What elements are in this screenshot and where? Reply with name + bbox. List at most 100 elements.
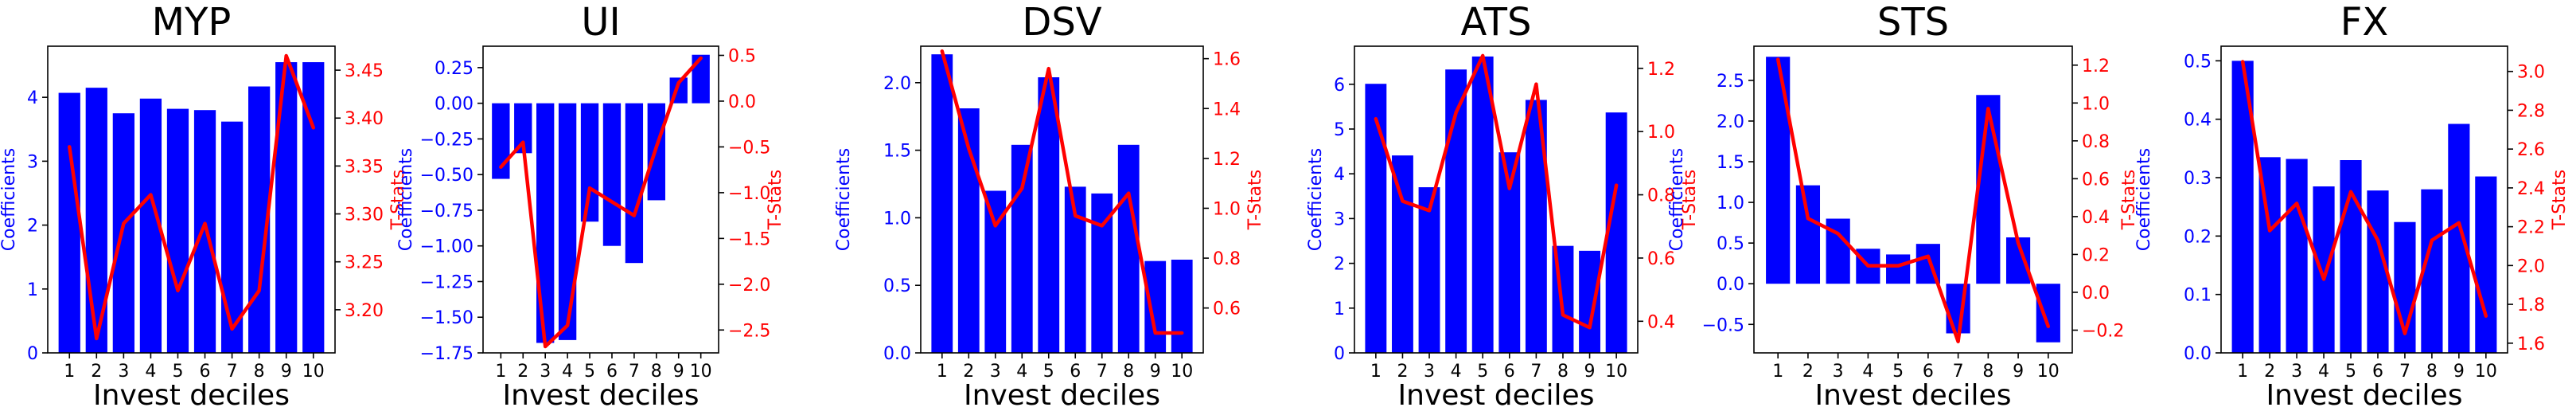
y-tick-label: 0.5 bbox=[1717, 234, 1744, 254]
bar bbox=[1118, 145, 1140, 353]
y-right-tick-label: 2.8 bbox=[2517, 101, 2545, 121]
y-right-tick-label: 0.4 bbox=[1647, 312, 1675, 332]
y-tick-label: −1.50 bbox=[420, 308, 474, 328]
y-right-tick-label: 0.8 bbox=[2082, 132, 2110, 152]
y-tick-label: 0.5 bbox=[2184, 52, 2212, 72]
y-tick-label: 0.0 bbox=[2184, 344, 2212, 364]
bar bbox=[1171, 260, 1193, 353]
y-axis-label: Coefficients bbox=[1306, 148, 1326, 251]
y-right-tick-label: −2.0 bbox=[728, 276, 770, 296]
y-tick-label: 3 bbox=[1334, 210, 1345, 229]
y-right-tick-label: −1.0 bbox=[728, 184, 770, 204]
y-right-tick-label: 2.4 bbox=[2517, 179, 2545, 199]
y-tick-label: 0.0 bbox=[1717, 275, 1744, 295]
x-axis-label: Invest deciles bbox=[1398, 379, 1595, 412]
y-right-axis-label: T-Stats bbox=[1245, 170, 1265, 231]
bar bbox=[2340, 160, 2361, 353]
y-right-tick-label: 3.35 bbox=[345, 157, 384, 177]
y-right-tick-label: 3.20 bbox=[345, 301, 384, 321]
x-tick-label: 10 bbox=[1605, 362, 1627, 382]
y-axis-label: Coefficients bbox=[0, 148, 19, 251]
bar bbox=[2313, 186, 2334, 353]
y-tick-label: 4 bbox=[27, 88, 38, 108]
bar bbox=[59, 93, 80, 353]
y-axis-label: Coefficients bbox=[396, 148, 416, 251]
y-tick-label: 0.1 bbox=[2184, 286, 2212, 306]
y-right-tick-label: −1.5 bbox=[728, 229, 770, 249]
x-tick-label: 10 bbox=[2037, 362, 2060, 382]
y-right-tick-label: 0.0 bbox=[2082, 284, 2110, 303]
bar bbox=[167, 109, 189, 353]
y-axis-label: Coefficients bbox=[2134, 148, 2154, 251]
y-tick-label: −0.50 bbox=[420, 166, 474, 186]
y-right-tick-label: 1.2 bbox=[1213, 150, 1241, 170]
x-axis-label: Invest deciles bbox=[964, 379, 1160, 412]
y-tick-label: 1.0 bbox=[883, 209, 911, 229]
bar bbox=[1796, 186, 1820, 284]
bar bbox=[2448, 124, 2469, 353]
y-tick-label: −1.75 bbox=[420, 344, 474, 364]
x-axis-label: Invest deciles bbox=[2266, 379, 2463, 412]
x-tick-label: 10 bbox=[2475, 362, 2497, 382]
y-right-tick-label: 0.6 bbox=[2082, 170, 2110, 190]
y-right-tick-label: 0.4 bbox=[2082, 208, 2110, 228]
bar bbox=[625, 104, 643, 264]
y-right-tick-label: 0.2 bbox=[2082, 245, 2110, 265]
y-tick-label: −0.5 bbox=[1702, 315, 1744, 335]
bar bbox=[1947, 284, 1970, 333]
y-right-tick-label: 3.0 bbox=[2517, 63, 2545, 83]
x-axis-label: Invest deciles bbox=[1815, 379, 2012, 412]
y-right-tick-label: 0.6 bbox=[1647, 249, 1675, 269]
y-right-tick-label: 2.0 bbox=[2517, 256, 2545, 276]
x-tick-label: 9 bbox=[2013, 362, 2024, 382]
y-tick-label: 1.5 bbox=[1717, 153, 1744, 173]
bar bbox=[603, 104, 621, 246]
y-right-tick-label: −2.5 bbox=[728, 321, 770, 341]
y-axis-label: Coefficients bbox=[834, 148, 854, 251]
y-tick-label: 3 bbox=[27, 152, 38, 172]
chart-title: ATS bbox=[1461, 0, 1532, 45]
y-tick-label: 0.0 bbox=[883, 344, 911, 364]
y-tick-label: −0.25 bbox=[420, 130, 474, 150]
y-right-tick-label: 3.25 bbox=[345, 253, 384, 273]
y-right-tick-label: 1.8 bbox=[2517, 296, 2545, 315]
bar bbox=[2036, 284, 2060, 343]
bar bbox=[1011, 145, 1033, 353]
y-tick-label: 2 bbox=[27, 217, 38, 237]
x-tick-label: 1 bbox=[2237, 362, 2248, 382]
y-right-tick-label: 0.0 bbox=[728, 92, 756, 112]
y-tick-label: 0.4 bbox=[2184, 111, 2212, 131]
y-right-tick-label: 1.6 bbox=[1213, 50, 1241, 70]
y-right-tick-label: 1.0 bbox=[2082, 94, 2110, 114]
y-axis-label: Coefficients bbox=[1667, 148, 1687, 251]
y-tick-label: 1 bbox=[1334, 300, 1345, 319]
bar bbox=[194, 110, 216, 353]
x-tick-label: 10 bbox=[1171, 362, 1193, 382]
y-tick-label: 2 bbox=[1334, 255, 1345, 275]
y-right-tick-label: 3.40 bbox=[345, 109, 384, 129]
y-right-tick-label: 0.5 bbox=[728, 46, 756, 66]
y-tick-label: 1.5 bbox=[883, 142, 911, 162]
x-tick-label: 1 bbox=[937, 362, 948, 382]
y-right-tick-label: 1.0 bbox=[1213, 199, 1241, 219]
y-tick-label: −1.25 bbox=[420, 272, 474, 292]
x-tick-label: 2 bbox=[1802, 362, 1814, 382]
y-right-tick-label: 1.0 bbox=[1647, 123, 1675, 143]
y-tick-label: 0.3 bbox=[2184, 169, 2212, 189]
y-tick-label: −0.75 bbox=[420, 202, 474, 221]
y-tick-label: −1.00 bbox=[420, 237, 474, 257]
chart-title: DSV bbox=[1022, 0, 1101, 45]
chart-title: MYP bbox=[152, 0, 232, 45]
y-right-tick-label: 3.30 bbox=[345, 206, 384, 225]
x-axis-label: Invest deciles bbox=[503, 379, 700, 412]
y-right-tick-label: 1.2 bbox=[1647, 60, 1675, 80]
x-axis-label: Invest deciles bbox=[93, 379, 290, 412]
y-right-tick-label: 1.6 bbox=[2517, 335, 2545, 354]
bar bbox=[2475, 177, 2496, 353]
y-right-tick-label: 0.6 bbox=[1213, 300, 1241, 319]
bar bbox=[1392, 155, 1413, 353]
bar bbox=[692, 55, 709, 104]
